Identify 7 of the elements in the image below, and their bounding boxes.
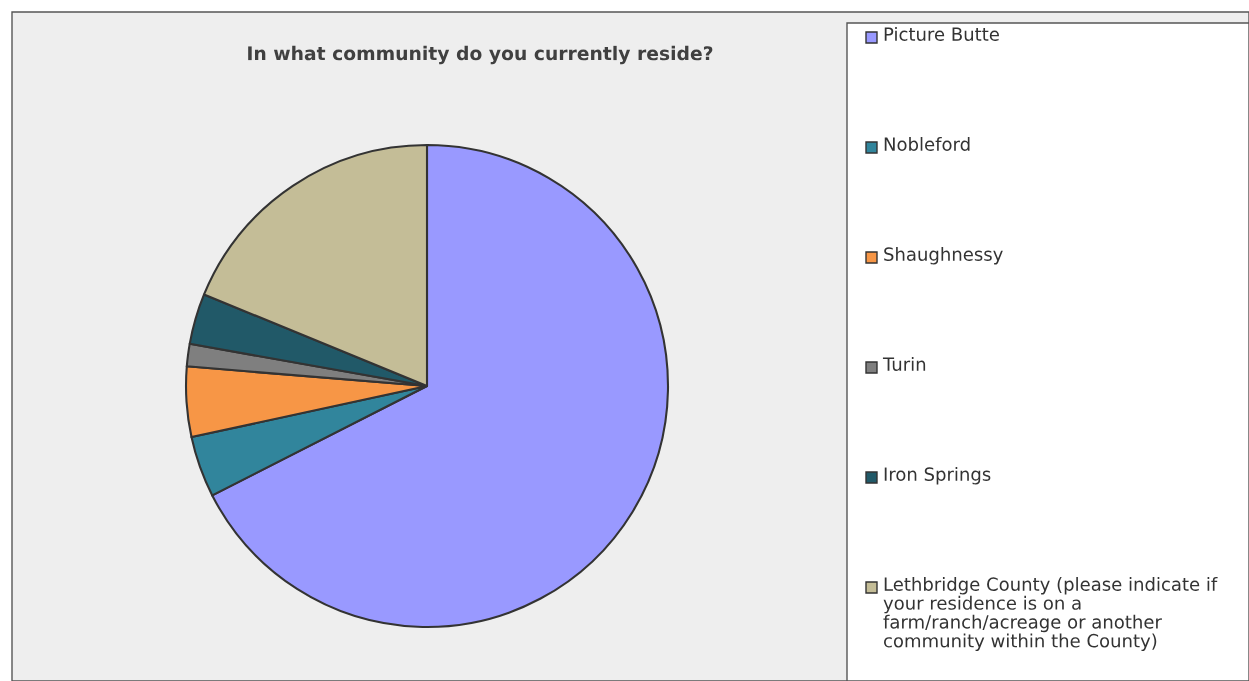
legend-label: Lethbridge County (please indicate if your residence is on a farm/ranch/acreage or another community within the County): [883, 577, 1218, 652]
legend-label: Nobleford: [884, 137, 970, 151]
legend-label: Iron Springs: [884, 467, 991, 485]
legend-label: Turin: [882, 357, 926, 371]
text: In what community do you currently reside?: [248, 45, 713, 65]
legend-label: Picture Butte: [884, 27, 999, 41]
legend-label: Shaughnessy: [884, 247, 1003, 265]
